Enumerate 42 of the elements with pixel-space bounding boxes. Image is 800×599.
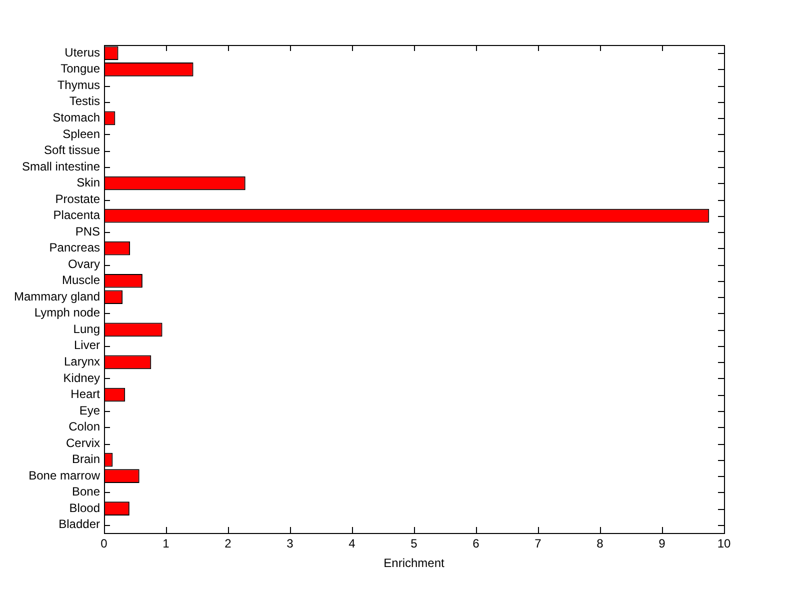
y-tick-label: Blood — [69, 500, 100, 515]
y-tick-label: Eye — [79, 403, 100, 418]
x-axis-title: Enrichment — [384, 556, 446, 570]
y-tick-label: Lung — [73, 322, 100, 336]
y-tick-label: Colon — [68, 420, 100, 434]
y-tick-label: Heart — [70, 387, 101, 402]
y-tick-label: Uterus — [64, 45, 100, 60]
y-tick-label: Tongue — [60, 62, 100, 76]
x-tick-label: 1 — [162, 536, 170, 551]
x-tick-label: 4 — [348, 536, 356, 551]
x-tick-label: 0 — [100, 536, 108, 551]
y-tick-label: Cervix — [66, 436, 100, 450]
y-tick-label: Stomach — [52, 110, 100, 125]
y-tick-label: Ovary — [68, 256, 100, 271]
y-tick-label: Bone marrow — [28, 468, 100, 482]
y-tick-label: Kidney — [63, 370, 100, 385]
x-tick-label: 6 — [472, 536, 480, 551]
x-tick-label: 8 — [596, 536, 604, 551]
y-tick-label: Muscle — [62, 273, 100, 288]
y-tick-label: Lymph node — [34, 306, 100, 320]
y-tick-label: Skin — [76, 176, 100, 190]
y-tick-label: Mammary gland — [14, 289, 100, 304]
y-tick-label: Bone — [72, 484, 100, 499]
y-tick-label: Pancreas — [49, 240, 100, 255]
x-tick-label: 2 — [224, 536, 232, 551]
y-tick-label: Testis — [69, 94, 100, 108]
y-tick-label: PNS — [75, 224, 100, 238]
y-tick-label: Liver — [74, 338, 100, 352]
y-tick-label: Spleen — [62, 126, 100, 141]
y-tick-label: Placenta — [53, 208, 100, 222]
y-tick-label: Soft tissue — [44, 143, 100, 158]
y-tick-label: Thymus — [57, 78, 100, 92]
x-tick-label: 9 — [658, 536, 666, 551]
y-tick-label: Bladder — [58, 517, 100, 532]
y-tick-label: Prostate — [55, 192, 100, 206]
y-tick-label: Small intestine — [22, 159, 100, 174]
y-tick-label: Larynx — [64, 354, 100, 369]
x-tick-label: 3 — [286, 536, 294, 551]
x-tick-label: 10 — [717, 536, 731, 551]
x-tick-label: 7 — [534, 536, 542, 551]
x-tick-label: 5 — [410, 536, 418, 551]
y-tick-label: Brain — [72, 452, 100, 466]
